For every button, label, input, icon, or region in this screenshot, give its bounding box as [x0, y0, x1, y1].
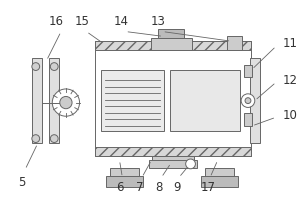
Bar: [170, 70, 240, 131]
Circle shape: [186, 159, 195, 169]
Bar: [95, 41, 251, 156]
Circle shape: [50, 135, 58, 142]
Circle shape: [241, 94, 255, 107]
Bar: [106, 176, 143, 187]
Bar: [149, 160, 197, 168]
Bar: [201, 176, 238, 187]
Bar: [50, 58, 59, 143]
Text: 8: 8: [156, 181, 163, 194]
Bar: [244, 113, 252, 126]
Bar: [101, 70, 164, 131]
Text: 17: 17: [201, 181, 216, 194]
Text: 12: 12: [283, 74, 298, 87]
Text: 16: 16: [49, 15, 64, 28]
Text: 7: 7: [136, 181, 144, 194]
Circle shape: [32, 63, 40, 70]
Text: 10: 10: [283, 109, 298, 122]
Text: 5: 5: [18, 176, 26, 189]
Bar: [151, 38, 191, 50]
Text: 13: 13: [151, 15, 166, 28]
Bar: [205, 168, 234, 178]
Bar: [110, 168, 139, 178]
Bar: [226, 36, 242, 50]
Bar: [32, 58, 42, 143]
Text: 11: 11: [283, 37, 298, 50]
Text: 14: 14: [114, 15, 129, 28]
Bar: [158, 29, 184, 38]
Bar: [95, 41, 251, 50]
Circle shape: [52, 89, 80, 116]
Text: 9: 9: [173, 181, 181, 194]
Circle shape: [245, 98, 251, 104]
Circle shape: [32, 135, 40, 142]
Circle shape: [50, 63, 58, 70]
Text: 6: 6: [116, 181, 123, 194]
Bar: [152, 156, 194, 168]
Text: 15: 15: [75, 15, 90, 28]
Bar: [250, 58, 260, 143]
Bar: [95, 147, 251, 156]
Bar: [244, 65, 252, 77]
Circle shape: [60, 96, 72, 109]
